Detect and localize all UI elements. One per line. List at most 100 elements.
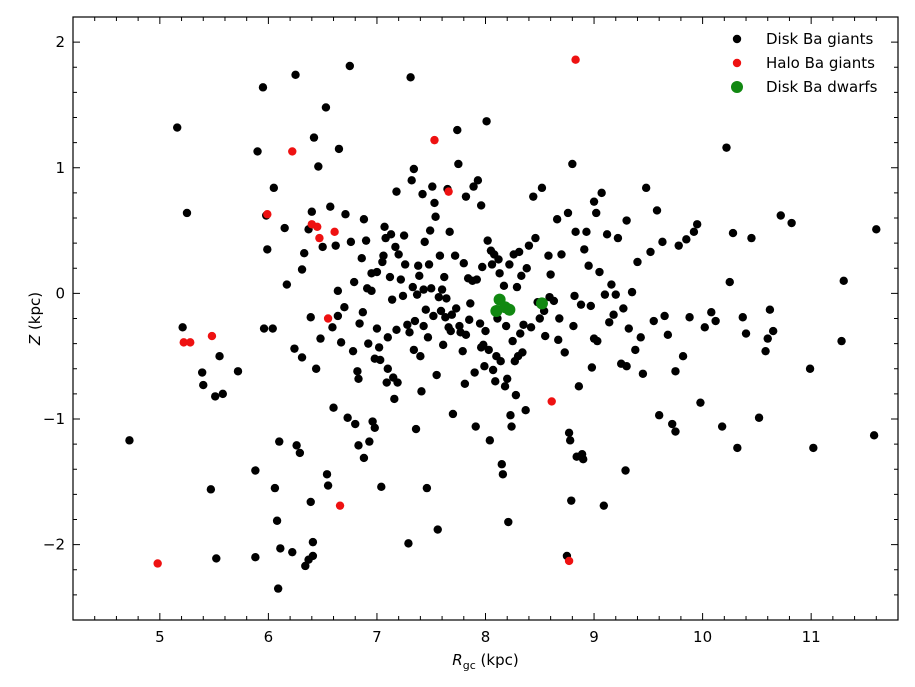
- data-point: [636, 333, 645, 342]
- data-point: [482, 117, 491, 126]
- data-point: [424, 260, 434, 269]
- x-tick-label: 7: [372, 628, 382, 646]
- data-point: [428, 182, 437, 191]
- data-point: [663, 330, 673, 340]
- data-point: [569, 321, 578, 331]
- data-point: [430, 198, 439, 208]
- data-point: [711, 316, 720, 326]
- data-point: [728, 228, 738, 238]
- data-point: [400, 260, 410, 269]
- data-point: [309, 133, 319, 142]
- data-point: [504, 517, 513, 527]
- data-point: [465, 315, 474, 324]
- data-point: [282, 280, 292, 289]
- data-point: [621, 466, 630, 475]
- data-point: [646, 247, 655, 257]
- y-tick-label: 2: [55, 33, 65, 51]
- legend-marker: [732, 58, 742, 68]
- data-point: [182, 208, 192, 218]
- data-point: [700, 323, 709, 332]
- data-point: [571, 227, 580, 237]
- data-point: [387, 295, 397, 304]
- data-point: [741, 329, 751, 338]
- data-point: [413, 261, 423, 270]
- data-point: [495, 269, 504, 278]
- x-tick-label: 6: [264, 628, 274, 646]
- x-tick-label: 8: [481, 628, 491, 646]
- data-point: [292, 441, 301, 450]
- data-point: [386, 230, 396, 239]
- data-point: [315, 233, 324, 243]
- data-point: [416, 351, 425, 361]
- data-point: [461, 330, 471, 340]
- data-point: [306, 313, 315, 322]
- data-point: [605, 318, 614, 327]
- data-point: [354, 441, 363, 450]
- data-point: [355, 319, 364, 328]
- data-point: [450, 251, 460, 260]
- data-point: [333, 311, 343, 321]
- data-point: [494, 255, 503, 264]
- data-point: [587, 363, 597, 372]
- data-point: [674, 241, 683, 250]
- data-point: [622, 216, 631, 225]
- data-point: [491, 377, 500, 386]
- data-point: [365, 437, 374, 446]
- data-point: [153, 559, 162, 568]
- data-point: [440, 272, 449, 282]
- data-point: [508, 336, 517, 346]
- data-point: [668, 419, 677, 429]
- data-point: [297, 265, 307, 274]
- data-point: [329, 403, 338, 412]
- data-point: [524, 241, 534, 250]
- data-point: [568, 159, 577, 169]
- data-point: [393, 378, 402, 387]
- data-point: [638, 369, 648, 378]
- data-point: [430, 135, 439, 145]
- data-point: [485, 436, 495, 445]
- data-point: [595, 267, 604, 277]
- x-tick-label: 5: [155, 628, 165, 646]
- data-point: [483, 236, 492, 245]
- data-point: [442, 294, 451, 303]
- data-point: [671, 367, 680, 376]
- legend-label: Disk Ba giants: [766, 30, 874, 48]
- data-point: [497, 460, 506, 469]
- data-point: [563, 208, 573, 218]
- data-point: [385, 272, 395, 282]
- data-point: [776, 211, 785, 220]
- data-point: [233, 367, 243, 376]
- data-point: [872, 225, 881, 234]
- data-point: [476, 201, 486, 210]
- data-point: [280, 223, 289, 233]
- data-point: [488, 365, 498, 375]
- data-point: [685, 313, 694, 322]
- data-point: [218, 389, 228, 399]
- data-point: [436, 306, 446, 316]
- data-point: [334, 144, 344, 154]
- data-point: [498, 470, 508, 479]
- data-point: [448, 409, 458, 419]
- data-point: [541, 331, 550, 341]
- data-point: [270, 483, 280, 493]
- data-point: [377, 482, 386, 492]
- data-point: [215, 351, 224, 361]
- data-point: [499, 281, 509, 291]
- y-tick-label: −2: [43, 536, 65, 554]
- data-point: [364, 339, 373, 348]
- data-point: [627, 287, 637, 297]
- data-point: [507, 422, 516, 431]
- data-point: [582, 227, 591, 237]
- data-point: [696, 398, 705, 407]
- data-point: [318, 242, 327, 252]
- data-point: [429, 311, 438, 321]
- data-point: [501, 321, 511, 331]
- data-point: [519, 320, 528, 329]
- data-point: [592, 208, 601, 218]
- data-point: [671, 427, 680, 436]
- legend-label: Halo Ba giants: [766, 54, 875, 72]
- data-point: [323, 314, 333, 323]
- data-point: [475, 319, 485, 328]
- data-point: [125, 436, 134, 445]
- data-point: [300, 248, 309, 258]
